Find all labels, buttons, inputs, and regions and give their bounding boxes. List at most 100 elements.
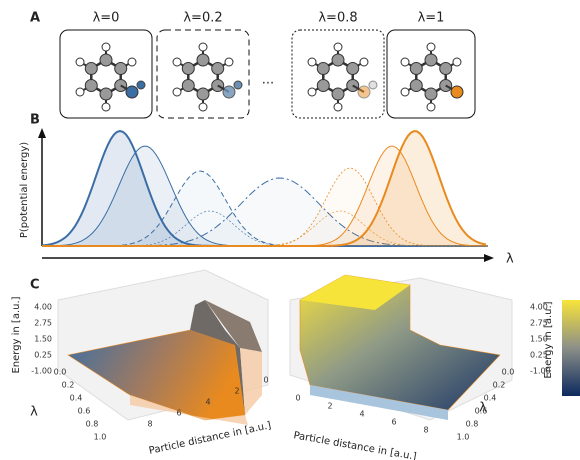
atom (357, 85, 371, 99)
arrow (38, 128, 46, 138)
atom (222, 85, 236, 99)
lambda-tick-label: 0.4 (70, 394, 83, 403)
atom (426, 42, 436, 52)
atom (224, 57, 234, 67)
state-label: λ=0 (93, 11, 120, 26)
lambda-tick-label: 1.0 (94, 433, 107, 442)
density-fill (42, 131, 488, 246)
state-label: λ=0.2 (183, 11, 222, 26)
atom (307, 57, 317, 67)
atom (346, 62, 360, 75)
atom (316, 62, 330, 75)
atom (368, 80, 378, 90)
state-label: λ=0.8 (318, 11, 357, 26)
atom (331, 53, 345, 67)
x-tick-label: 4 (359, 410, 364, 419)
x-tick-label: 6 (391, 418, 396, 427)
surface (205, 300, 262, 352)
z-tick-label: 1.50 (34, 335, 52, 344)
surface-side (240, 348, 262, 415)
z-axis-label: Energy in [a.u.] (543, 301, 554, 378)
atom (316, 79, 330, 92)
panel-label: A (30, 11, 40, 26)
lambda-axis-label: λ (30, 405, 38, 420)
atom (331, 87, 345, 101)
x-axis-label: Particle distance in [a.u.] (148, 420, 272, 457)
density-fill (42, 146, 488, 246)
lambda-tick-label: 1.0 (457, 433, 470, 442)
z-tick-label: 0.25 (34, 351, 52, 360)
atom (400, 57, 410, 67)
density-fill (42, 146, 488, 246)
x-tick-label: 8 (147, 420, 152, 429)
colorbar (562, 300, 580, 396)
lambda-tick-label: 0.6 (78, 407, 91, 416)
atom (99, 53, 113, 67)
lambda-tick-label: 0.6 (475, 407, 488, 416)
z-tick-label: 4.00 (530, 303, 548, 312)
lambda-tick-label: 0.0 (54, 368, 67, 377)
lambda-tick-label: 0.0 (502, 368, 515, 377)
atom (99, 87, 113, 101)
x-tick-label: 0 (295, 394, 300, 403)
lambda-tick-label: 0.4 (484, 394, 497, 403)
z-tick-label: 2.75 (34, 319, 52, 328)
x-tick-label: 0 (263, 376, 268, 385)
density-fill (42, 168, 488, 246)
state-box (386, 29, 476, 119)
atom (114, 62, 128, 75)
surface-side (310, 385, 448, 420)
x-tick-label: 8 (423, 426, 428, 435)
atom (172, 57, 182, 67)
surface-side (130, 395, 248, 425)
z-tick-label: 4.00 (34, 303, 52, 312)
atom (409, 79, 423, 92)
atom (196, 87, 210, 101)
density-curve (42, 130, 487, 247)
z-axis-label: Energy in [a.u.] (11, 296, 22, 373)
x-axis-label: Particle distance in [a.u.] (293, 430, 418, 460)
atom (426, 102, 436, 112)
lambda-tick-label: 0.8 (466, 420, 479, 429)
z-tick-label: 1.50 (530, 335, 548, 344)
atom (424, 87, 438, 101)
ellipsis: ... (262, 73, 274, 88)
atom (198, 102, 208, 112)
atom (181, 79, 195, 92)
atom (424, 53, 438, 67)
atom (450, 85, 464, 99)
atom (84, 62, 98, 75)
x-tick-label: 6 (176, 409, 181, 418)
z-tick-label: 0.25 (530, 351, 548, 360)
atom (233, 80, 243, 90)
x-axis-label: λ (506, 252, 514, 267)
lambda-axis-label: λ (479, 401, 487, 416)
z-tick-label: -1.00 (530, 367, 551, 376)
y-axis-label: P(potential energy) (19, 142, 30, 238)
x-tick-label: 2 (327, 402, 332, 411)
density-fill (42, 178, 488, 246)
x-tick-label: 2 (234, 387, 239, 396)
atom (196, 53, 210, 67)
panel-label: B (30, 113, 40, 128)
z-tick-label: -1.00 (31, 367, 52, 376)
atom (359, 57, 369, 67)
atom (211, 62, 225, 75)
atom (136, 80, 146, 90)
atom (198, 42, 208, 52)
lambda-tick-label: 0.2 (62, 381, 75, 390)
surface (300, 275, 410, 310)
atom (101, 42, 111, 52)
panel-label: C (30, 278, 40, 293)
atom (439, 62, 453, 75)
atom (409, 62, 423, 75)
state-label: λ=1 (418, 11, 445, 26)
surface-wall (190, 300, 245, 415)
density-fill (42, 131, 488, 246)
atom (84, 79, 98, 92)
atom (307, 87, 317, 97)
density-curve (42, 177, 486, 247)
z-tick-label: 2.75 (530, 319, 548, 328)
atom (172, 87, 182, 97)
